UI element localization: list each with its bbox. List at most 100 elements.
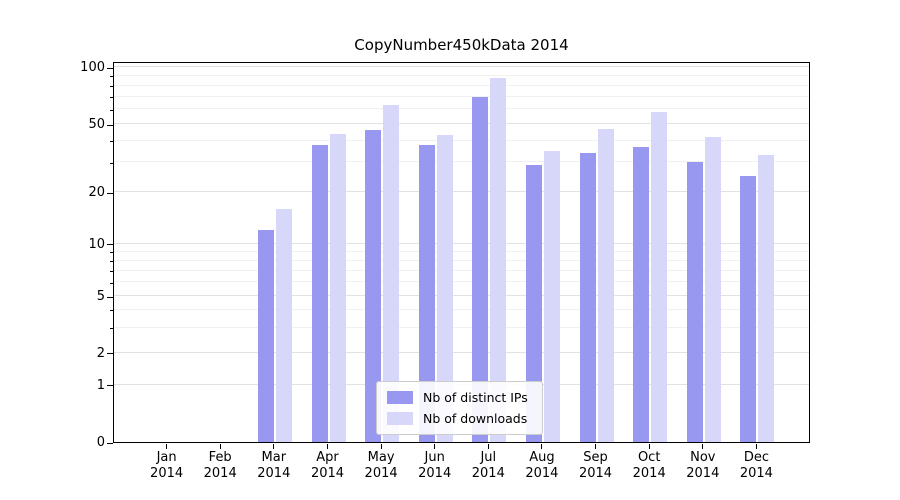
y-tick-mark (107, 67, 113, 69)
y-minor-tick-mark (110, 86, 113, 87)
minor-gridline (114, 250, 809, 252)
x-tick-label: Jan 2014 (137, 450, 197, 482)
x-tick-label: Sep 2014 (566, 450, 626, 482)
legend-label-distinct-ips: Nb of distinct IPs (423, 390, 528, 405)
bar-distinct-ips (418, 144, 435, 442)
x-tick-label: Jul 2014 (458, 450, 518, 482)
x-tick-mark (648, 444, 650, 449)
x-tick-label: Aug 2014 (512, 450, 572, 482)
x-tick-month: Aug (529, 450, 555, 465)
minor-gridline (114, 139, 809, 141)
x-tick-mark (541, 444, 543, 449)
x-tick-label: Apr 2014 (298, 450, 358, 482)
y-tick-label: 1 (96, 377, 105, 393)
legend-label-downloads: Nb of downloads (423, 411, 528, 426)
x-tick-label: Feb 2014 (190, 450, 250, 482)
y-tick-label: 100 (80, 60, 105, 76)
x-tick-year: 2014 (418, 466, 452, 481)
x-tick-month: Mar (261, 450, 287, 465)
x-tick-year: 2014 (578, 466, 613, 481)
bar-downloads (275, 208, 292, 442)
y-minor-tick-mark (110, 162, 113, 164)
x-tick-year: 2014 (364, 466, 398, 481)
legend-item-distinct-ips: Nb of distinct IPs (387, 390, 528, 405)
major-gridline (114, 242, 809, 244)
minor-gridline (114, 84, 809, 86)
x-tick-month: Oct (637, 450, 661, 465)
y-tick-mark (107, 385, 113, 387)
minor-gridline (114, 108, 809, 110)
bar-distinct-ips (633, 146, 650, 442)
x-tick-month: Feb (208, 450, 232, 465)
minor-gridline (114, 74, 809, 76)
x-tick-mark (755, 444, 757, 449)
chart-title: CopyNumber450kData 2014 (354, 36, 569, 54)
major-gridline (114, 191, 809, 193)
minor-gridline (114, 281, 809, 283)
y-minor-tick-mark (110, 328, 113, 330)
bar-downloads (490, 77, 507, 442)
bar-distinct-ips (740, 175, 757, 442)
x-tick-month: Apr (316, 450, 339, 465)
x-tick-year: 2014 (739, 466, 773, 481)
y-minor-tick-mark (110, 109, 113, 111)
y-tick-mark (107, 124, 113, 126)
y-minor-tick-mark (110, 76, 113, 78)
bar-downloads (543, 150, 560, 442)
x-tick-month: May (367, 450, 395, 465)
x-tick-year: 2014 (310, 466, 345, 481)
y-minor-tick-mark (110, 261, 113, 263)
major-gridline (114, 123, 809, 125)
x-tick-label: Nov 2014 (673, 450, 733, 482)
y-tick-mark (107, 244, 113, 246)
major-gridline (114, 295, 809, 297)
legend: Nb of distinct IPs Nb of downloads (376, 381, 543, 435)
minor-gridline (114, 308, 809, 310)
major-gridline (114, 351, 809, 353)
y-tick-label: 5 (96, 289, 105, 305)
y-tick-mark (107, 353, 113, 355)
y-tick-label: 50 (88, 117, 105, 133)
x-tick-month: Jan (156, 450, 177, 465)
y-tick-mark (107, 442, 113, 444)
x-tick-year: 2014 (525, 466, 559, 481)
bar-downloads (651, 112, 668, 442)
x-tick-mark (702, 444, 704, 449)
x-tick-month: Jul (480, 450, 497, 465)
bars-layer (114, 63, 809, 442)
x-tick-mark (380, 444, 382, 449)
bar-distinct-ips (365, 130, 382, 442)
y-tick-mark (107, 296, 113, 298)
x-tick-mark (327, 444, 328, 449)
x-tick-year: 2014 (257, 466, 291, 481)
x-tick-label: Dec 2014 (726, 450, 786, 482)
y-minor-tick-mark (110, 282, 113, 284)
y-minor-tick-mark (110, 271, 113, 273)
x-tick-month: Sep (583, 450, 608, 465)
y-tick-label: 20 (88, 185, 105, 201)
x-tick-label: Mar 2014 (244, 450, 304, 482)
plot-area: Nb of distinct IPs Nb of downloads (113, 62, 810, 443)
bar-downloads (758, 155, 775, 442)
legend-swatch-distinct-ips (387, 391, 413, 404)
x-tick-month: Nov (690, 450, 716, 465)
y-minor-tick-mark (110, 252, 113, 254)
x-tick-year: 2014 (150, 466, 184, 481)
bar-distinct-ips (472, 96, 489, 442)
y-tick-mark (107, 192, 113, 194)
bar-distinct-ips (525, 164, 542, 442)
x-tick-month: Jun (424, 450, 445, 465)
x-tick-month: Dec (743, 450, 769, 465)
x-tick-label: Jun 2014 (405, 450, 465, 482)
minor-gridline (114, 95, 809, 97)
major-gridline (114, 66, 809, 68)
minor-gridline (114, 259, 809, 261)
bar-distinct-ips (257, 230, 274, 442)
bar-downloads (597, 128, 614, 442)
x-tick-year: 2014 (632, 466, 666, 481)
x-tick-year: 2014 (686, 466, 720, 481)
x-tick-mark (166, 444, 168, 449)
x-tick-mark (434, 444, 436, 449)
x-tick-label: Oct 2014 (619, 450, 679, 482)
